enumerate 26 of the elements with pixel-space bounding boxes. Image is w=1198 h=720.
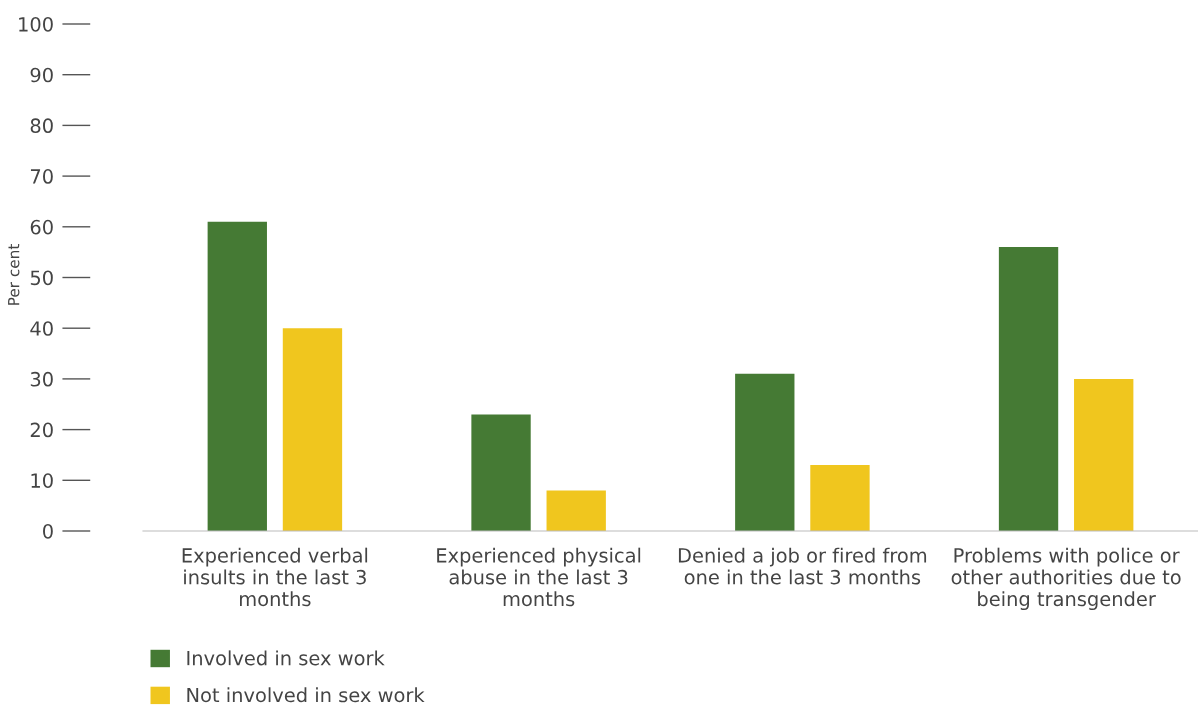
bar <box>282 328 343 531</box>
bar <box>1074 378 1134 531</box>
y-tick-label: 80 <box>30 118 53 134</box>
y-tick-label: 50 <box>30 270 53 286</box>
legend-label: Not involved in sex work <box>187 687 425 703</box>
y-tick-label: 90 <box>30 67 53 83</box>
y-axis-title: Per cent <box>8 244 20 305</box>
bar <box>998 247 1059 531</box>
y-tick-label: 70 <box>30 169 53 184</box>
y-tick-label: 40 <box>30 321 53 336</box>
legend-label: Involved in sex work <box>187 650 385 666</box>
x-tick-label: Problems with police or other authorities due to being transgender <box>951 547 1181 611</box>
bar <box>810 465 870 531</box>
y-tick-label: 0 <box>43 523 53 539</box>
x-tick-label: Experienced physical abuse in the last 3 months <box>437 547 641 607</box>
y-tick-label: 100 <box>19 16 53 32</box>
y-tick-label: 30 <box>30 371 53 387</box>
x-tick-label: Experienced verbal insults in the last 3 months <box>182 547 368 607</box>
bar <box>735 373 795 531</box>
bar <box>546 490 606 531</box>
bar <box>207 221 267 531</box>
y-tick-label: 10 <box>31 473 53 488</box>
bar <box>471 414 531 531</box>
y-tick-label: 20 <box>30 422 53 438</box>
x-tick-label: Denied a job or fired from one in the last 3 months <box>678 547 927 585</box>
y-tick-label: 60 <box>30 219 53 235</box>
